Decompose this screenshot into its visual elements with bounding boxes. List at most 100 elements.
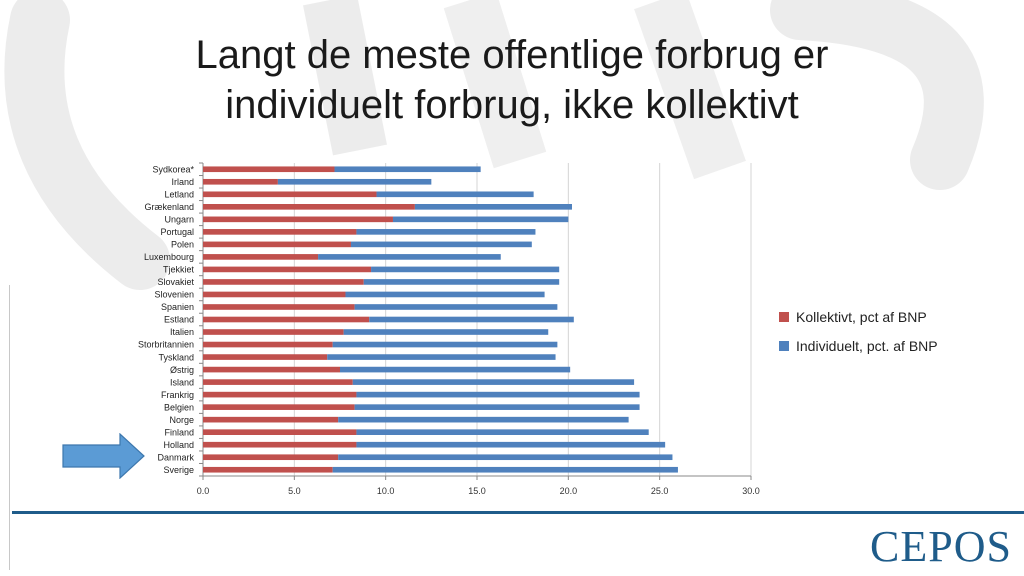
category-label: Polen: [171, 240, 194, 250]
x-tick-label: 25.0: [651, 486, 669, 496]
category-label: Grækenland: [144, 202, 194, 212]
chart-x-tick-labels: 0.0 5.0 10.0 15.0 20.0 25.0 30.0: [197, 486, 760, 496]
category-label: Slovenien: [154, 290, 194, 300]
category-label: Italien: [170, 327, 194, 337]
bar-individuelt: [332, 466, 678, 473]
category-label: Norge: [169, 415, 194, 425]
bar-kollektivt: [203, 404, 355, 410]
x-tick-label: 5.0: [288, 486, 301, 496]
bar-individuelt: [332, 341, 558, 348]
x-tick-label: 0.0: [197, 486, 210, 496]
chart-category-labels: Sydkorea* Irland Letland Grækenland Ungarn Po…: [138, 164, 195, 474]
bar-kollektivt: [203, 341, 333, 348]
bar-kollektivt: [203, 254, 319, 260]
category-label: Island: [170, 377, 194, 387]
bar-kollektivt: [203, 354, 328, 360]
bar-individuelt: [356, 429, 649, 435]
bar-individuelt: [352, 379, 635, 385]
bar-kollektivt: [203, 291, 346, 298]
legend-item-individuelt: Individuelt, pct. af BNP: [779, 331, 938, 360]
bar-individuelt: [350, 241, 532, 248]
bar-kollektivt: [203, 229, 357, 235]
bar-kollektivt: [203, 329, 344, 335]
bar-individuelt: [334, 166, 481, 173]
chart-legend: Kollektivt, pct af BNP Individuelt, pct.…: [779, 302, 938, 360]
category-label: Østrig: [170, 365, 194, 375]
bar-kollektivt: [203, 266, 372, 273]
bar-kollektivt: [203, 416, 339, 423]
legend-item-kollektivt: Kollektivt, pct af BNP: [779, 302, 938, 331]
bar-kollektivt: [203, 366, 340, 373]
bar-individuelt: [356, 391, 640, 398]
category-label: Luxembourg: [144, 252, 194, 262]
legend-label-kollektivt: Kollektivt, pct af BNP: [796, 308, 927, 325]
category-label: Finland: [164, 427, 194, 437]
bar-individuelt: [356, 441, 666, 448]
category-label: Slovakiet: [157, 277, 194, 287]
bar-individuelt: [414, 204, 572, 210]
bar-individuelt: [345, 291, 545, 298]
bar-kollektivt: [203, 304, 355, 310]
bar-individuelt: [354, 304, 558, 310]
bar-kollektivt: [203, 429, 357, 435]
cepos-logo: CEPOS: [870, 522, 1012, 571]
category-label: Danmark: [157, 452, 194, 462]
bar-individuelt: [340, 366, 571, 373]
category-label: Tjekkiet: [163, 265, 195, 275]
bar-individuelt: [363, 279, 560, 285]
bar-kollektivt: [203, 441, 357, 448]
slide-left-divider: [9, 285, 10, 570]
footer-divider: [12, 511, 1024, 514]
bar-kollektivt: [203, 391, 357, 398]
category-label: Portugal: [160, 227, 194, 237]
category-label: Frankrig: [161, 390, 194, 400]
bar-individuelt: [392, 216, 569, 223]
arrow-icon: [62, 433, 145, 479]
legend-label-individuelt: Individuelt, pct. af BNP: [796, 337, 938, 354]
bar-kollektivt: [203, 204, 415, 210]
legend-swatch-kollektivt: [779, 311, 789, 322]
category-label: Sydkorea*: [152, 164, 194, 174]
bar-individuelt: [371, 266, 560, 273]
title-line-1: Langt de meste offentlige forbrug er: [195, 33, 829, 77]
bar-individuelt: [354, 404, 640, 410]
bar-kollektivt: [203, 178, 278, 185]
bar-kollektivt: [203, 279, 364, 285]
bar-individuelt: [277, 178, 432, 185]
bar-kollektivt: [203, 379, 353, 385]
x-tick-label: 15.0: [468, 486, 486, 496]
x-tick-label: 10.0: [377, 486, 395, 496]
title-line-2: individuelt forbrug, ikke kollektivt: [225, 83, 799, 127]
category-label: Estland: [164, 315, 194, 325]
bar-kollektivt: [203, 241, 351, 248]
bar-individuelt: [318, 254, 501, 260]
x-tick-label: 30.0: [742, 486, 760, 496]
bar-individuelt: [343, 329, 549, 335]
category-label: Spanien: [161, 302, 194, 312]
bar-kollektivt: [203, 466, 333, 473]
bar-individuelt: [327, 354, 556, 360]
category-label: Ungarn: [164, 215, 194, 225]
bar-kollektivt: [203, 316, 370, 323]
category-label: Irland: [171, 177, 194, 187]
bar-individuelt: [338, 416, 629, 423]
bar-individuelt: [356, 229, 536, 235]
category-label: Belgien: [164, 402, 194, 412]
category-label: Holland: [163, 440, 194, 450]
category-label: Storbritannien: [138, 340, 194, 350]
slide-title: Langt de meste offentlige forbrug er ind…: [0, 30, 1024, 130]
category-label: Letland: [164, 190, 194, 200]
bar-individuelt: [369, 316, 574, 323]
bar-individuelt: [376, 191, 534, 198]
bar-individuelt: [338, 454, 673, 461]
category-label: Sverige: [163, 465, 194, 475]
chart-bars: [203, 166, 678, 473]
bar-kollektivt: [203, 454, 339, 461]
legend-swatch-individuelt: [779, 340, 789, 351]
bar-kollektivt: [203, 191, 377, 198]
category-label: Tyskland: [158, 352, 194, 362]
x-tick-label: 20.0: [560, 486, 578, 496]
bar-kollektivt: [203, 166, 335, 173]
